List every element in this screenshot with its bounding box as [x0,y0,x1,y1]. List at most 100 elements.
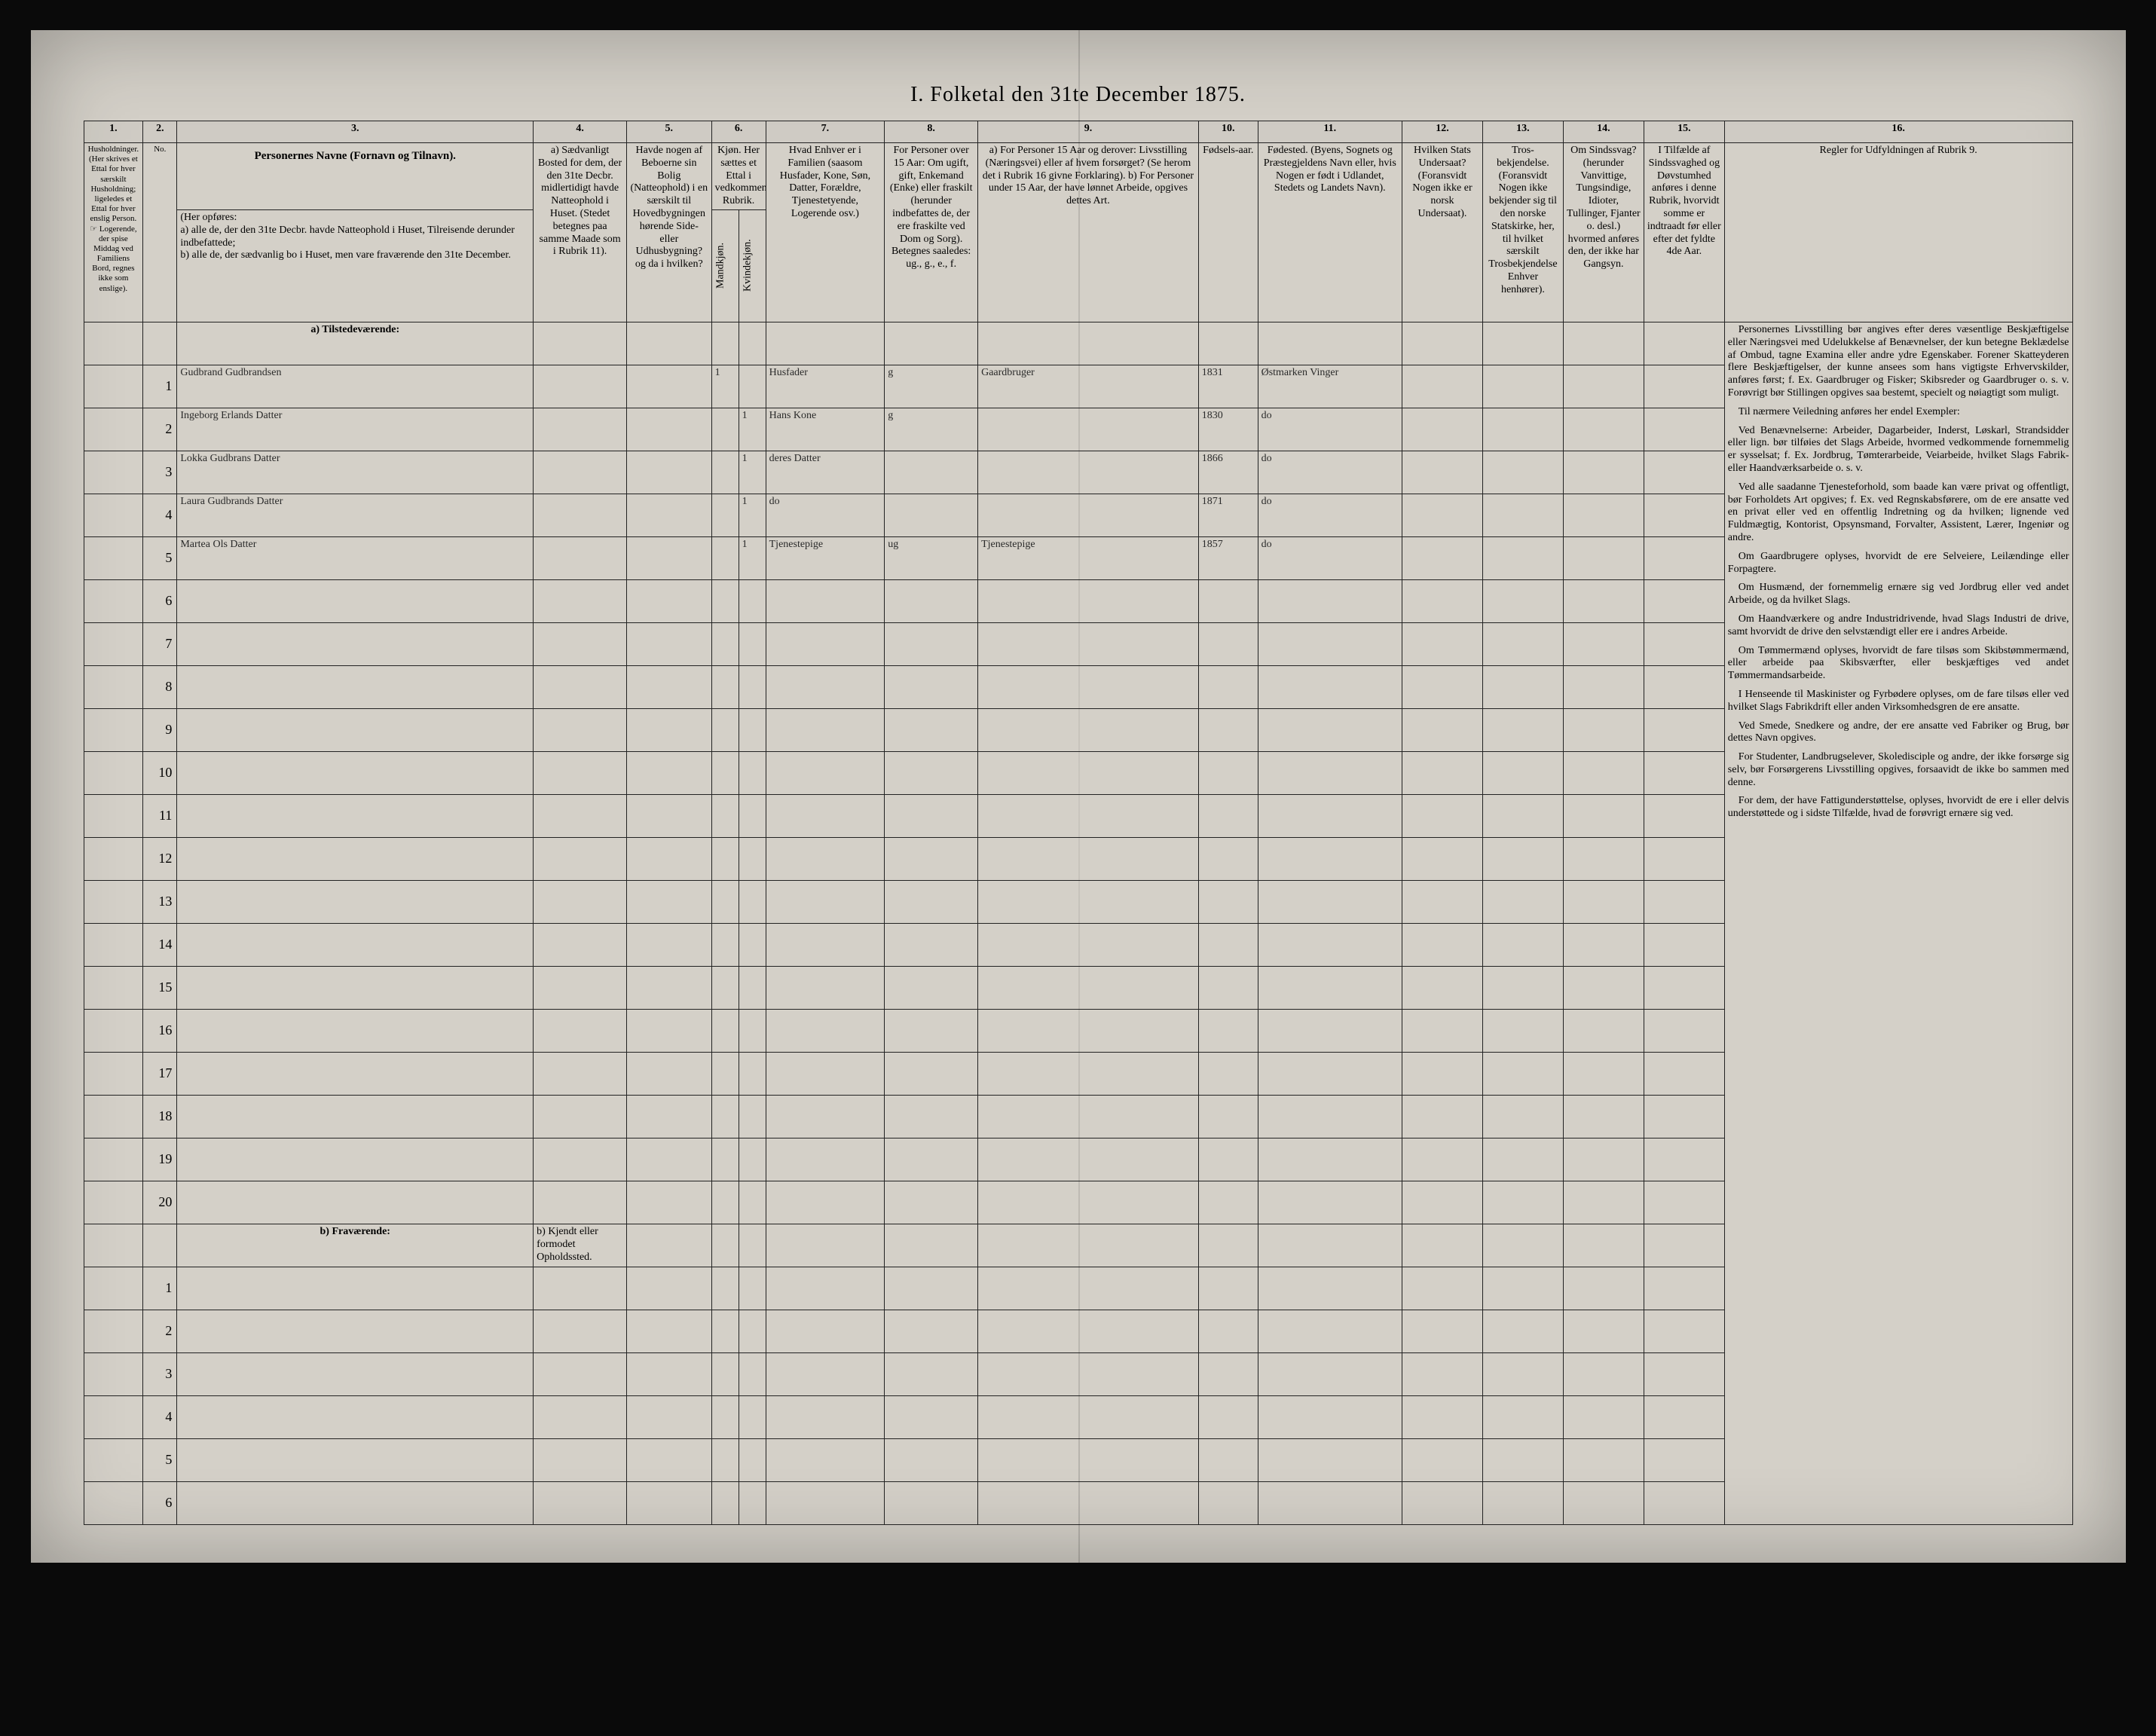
cell [627,837,712,880]
cell [1258,794,1402,837]
cell [1644,322,1724,365]
cell [711,1438,739,1481]
cell [711,1481,739,1524]
row-num: 8 [143,665,177,708]
cell [1482,622,1563,665]
name-cell: Martea Ols Datter [177,536,534,579]
cell [1198,708,1258,751]
cell [1482,1310,1563,1352]
col13-head: Tros-bekjendelse. (Foransvidt Nogen ikke… [1482,143,1563,322]
cell [885,923,978,966]
c5 [627,536,712,579]
cell [885,1138,978,1181]
cell [534,622,627,665]
cell [1644,751,1724,794]
birthyear: 1866 [1198,451,1258,494]
cell [739,923,766,966]
kk: 1 [739,408,766,451]
cell [1258,708,1402,751]
cell [885,322,978,365]
cell [978,794,1199,837]
cell [766,966,885,1009]
cell [711,1224,739,1267]
cell [739,708,766,751]
cell [1402,1181,1482,1224]
civil [885,451,978,494]
cell [885,1052,978,1095]
cell [1198,751,1258,794]
cell [711,665,739,708]
cell [885,1481,978,1524]
cell [627,1095,712,1138]
cell [1563,1267,1644,1310]
col-num: 16. [1724,121,2072,143]
cell [711,1052,739,1095]
cell [1402,966,1482,1009]
cell [1482,1138,1563,1181]
row-num: 5 [143,1438,177,1481]
cell [766,1138,885,1181]
cell [1258,1310,1402,1352]
cell [1258,1438,1402,1481]
cell [739,880,766,923]
row-num: 1 [143,365,177,408]
cell [1402,1481,1482,1524]
cell [1482,665,1563,708]
cell [177,1052,534,1095]
mk [711,494,739,536]
col1-head: Husholdninger. (Her skrives et Ettal for… [84,143,143,322]
occupation [978,494,1199,536]
cell [534,708,627,751]
row-num: 4 [143,1395,177,1438]
cell [1258,1138,1402,1181]
cell [978,880,1199,923]
row-num: 3 [143,451,177,494]
cell [177,1395,534,1438]
table-body: a) Tilstedeværende:Personernes Livsstill… [84,322,2072,1524]
c1 [84,966,143,1009]
birthyear: 1830 [1198,408,1258,451]
row-num: 16 [143,1009,177,1052]
row-num: 12 [143,837,177,880]
cell [1644,794,1724,837]
cell [1482,1481,1563,1524]
col8-head: For Personer over 15 Aar: Om ugift, gift… [885,143,978,322]
cell [711,923,739,966]
c4 [534,365,627,408]
cell [534,794,627,837]
rules-para: Om Gaardbrugere oplyses, hvorvidt de ere… [1728,551,2069,576]
cell [1258,837,1402,880]
cell [627,579,712,622]
cell [885,1438,978,1481]
cell [1198,837,1258,880]
rules-para: Ved Smede, Snedkere og andre, der ere an… [1728,720,2069,746]
c5 [627,451,712,494]
civil: g [885,408,978,451]
cell [978,837,1199,880]
cell [739,1395,766,1438]
relation: deres Datter [766,451,885,494]
cell [711,1095,739,1138]
cell [1563,622,1644,665]
c1 [84,1224,143,1267]
cell [627,1352,712,1395]
cell [711,1267,739,1310]
cell [1482,1267,1563,1310]
cell [177,1481,534,1524]
cell [766,1267,885,1310]
cell [978,322,1199,365]
col5-head: Havde nogen af Beboerne sin Bolig (Natte… [627,143,712,322]
cell [766,1009,885,1052]
cell [711,794,739,837]
col-num: 5. [627,121,712,143]
cell [534,579,627,622]
cell [1402,1052,1482,1095]
cell [1402,708,1482,751]
rules-para: I Henseende til Maskinister og Fyrbødere… [1728,689,2069,714]
cell [766,322,885,365]
cell [1644,1438,1724,1481]
row-num: 5 [143,536,177,579]
cell [534,1438,627,1481]
cell [978,708,1199,751]
cell [1258,1481,1402,1524]
